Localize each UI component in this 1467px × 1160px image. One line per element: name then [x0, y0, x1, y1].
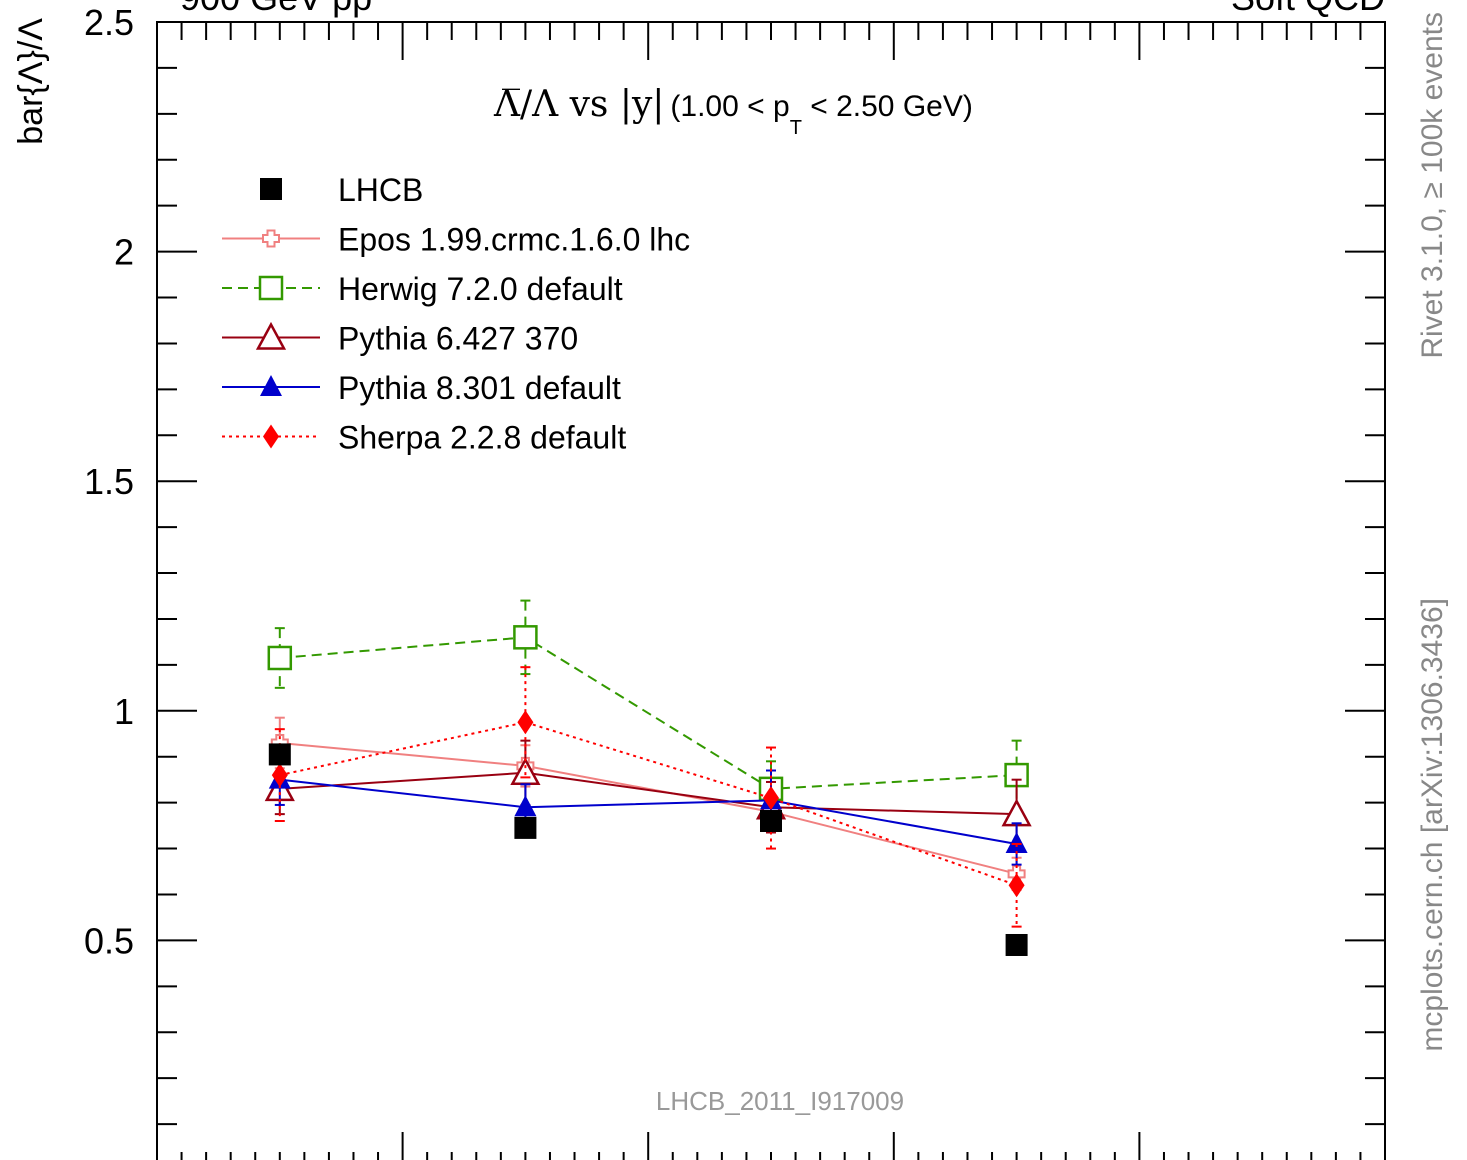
data-point: [510, 757, 541, 786]
series-layer: [264, 599, 1032, 956]
analysis-id-label: LHCB_2011_I917009: [656, 1086, 904, 1116]
legend-label: Herwig 7.2.0 default: [338, 271, 623, 307]
rivet-version-label: Rivet 3.1.0, ≥ 100k events: [1416, 12, 1449, 359]
data-point: [1005, 933, 1028, 956]
y-tick-label: 1: [114, 691, 134, 732]
legend-marker: [260, 375, 282, 396]
chart-title: Λ̅/Λ vs |y| (1.00 < pT < 2.50 GeV): [493, 84, 973, 139]
legend-item: LHCB: [260, 172, 423, 208]
series-line: [279, 741, 1017, 875]
y-tick-label: 1.5: [84, 461, 134, 502]
data-point: [267, 645, 293, 671]
y-axis-label: bar{Λ}/Λ: [12, 18, 50, 145]
data-point: [514, 795, 537, 817]
legend-item: Pythia 6.427 370: [222, 321, 578, 357]
legend-marker: [262, 229, 280, 248]
data-point: [1008, 873, 1025, 898]
y-tick-label: 2: [114, 232, 134, 273]
data-point: [1005, 831, 1028, 853]
legend: LHCB Epos 1.99.crmc.1.6.0 lhc Herwig 7.2.0…: [222, 172, 690, 456]
legend-label: Epos 1.99.crmc.1.6.0 lhc: [338, 222, 690, 258]
series-lhcb: [268, 743, 1028, 956]
header-left-label: 900 GeV pp: [180, 0, 372, 18]
chart-title-main: Λ̅/Λ vs |y|: [493, 84, 664, 125]
legend-label: Pythia 8.301 default: [338, 370, 621, 406]
chart-title-sub: (1.00 < p: [670, 90, 789, 123]
legend-item: Herwig 7.2.0 default: [222, 271, 623, 307]
y-tick-label: 2.5: [84, 2, 134, 43]
legend-label: Pythia 6.427 370: [338, 321, 578, 357]
chart-title-sub-subscript: T: [790, 117, 802, 139]
series-line: [279, 721, 1017, 887]
series-pythia-6-427-370: [264, 739, 1032, 850]
chart-title-sub-end: < 2.50 GeV): [802, 90, 973, 123]
series-herwig-7-2-0-default: [267, 599, 1029, 818]
legend-marker: [258, 275, 284, 301]
axes-group: 0.5 1 1.5 2 2.5: [84, 2, 1386, 1160]
mcplots-label: mcplots.cern.ch [arXiv:1306.3436]: [1416, 598, 1449, 1052]
legend-marker: [260, 178, 282, 200]
legend-label: LHCB: [338, 172, 423, 208]
data-point: [268, 743, 291, 766]
data-point: [517, 710, 534, 735]
header-right-label: Soft QCD: [1231, 0, 1385, 18]
data-point: [763, 786, 779, 811]
series-line: [279, 771, 1017, 816]
legend-item: Epos 1.99.crmc.1.6.0 lhc: [222, 222, 690, 258]
series-sherpa-2-2-8-default: [271, 666, 1025, 928]
legend-item: Sherpa 2.2.8 default: [222, 420, 626, 456]
legend-marker: [255, 321, 287, 350]
series-line: [279, 778, 1017, 845]
legend-marker: [263, 424, 279, 449]
data-point: [514, 816, 537, 839]
data-point: [760, 810, 782, 833]
series-line: [279, 636, 1017, 790]
legend-label: Sherpa 2.2.8 default: [338, 420, 626, 456]
data-point: [271, 763, 288, 788]
data-point: [513, 625, 538, 650]
legend-item: Pythia 8.301 default: [222, 370, 621, 406]
y-tick-label: 0.5: [84, 920, 134, 961]
